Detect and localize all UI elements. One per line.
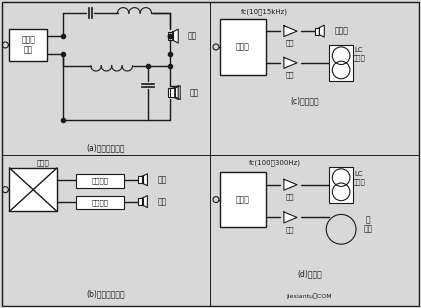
- Text: (d)超低音: (d)超低音: [297, 270, 322, 278]
- Text: LC: LC: [355, 47, 363, 53]
- Text: 超高音: 超高音: [334, 26, 348, 36]
- Bar: [220, 172, 266, 227]
- Polygon shape: [173, 86, 178, 99]
- Polygon shape: [284, 212, 297, 223]
- Text: 分频器: 分频器: [37, 160, 50, 166]
- Bar: [139, 198, 142, 205]
- Text: 低音: 低音: [189, 88, 199, 97]
- Text: 二分频: 二分频: [353, 178, 365, 185]
- Polygon shape: [284, 26, 297, 37]
- Text: (b)前级电子分频: (b)前级电子分频: [86, 289, 125, 298]
- Text: 高音功放: 高音功放: [91, 177, 108, 184]
- Polygon shape: [319, 25, 324, 37]
- Bar: [170, 88, 175, 97]
- Text: 功放: 功放: [285, 193, 294, 200]
- Polygon shape: [175, 86, 180, 99]
- Text: 低音: 低音: [158, 197, 167, 206]
- Polygon shape: [142, 174, 147, 186]
- Bar: [139, 176, 142, 183]
- Text: fc(100～300Hz): fc(100～300Hz): [248, 160, 301, 166]
- Text: 高音: 高音: [187, 32, 197, 41]
- Text: 功放: 功放: [285, 71, 294, 78]
- Polygon shape: [284, 179, 297, 190]
- Text: 功放: 功放: [285, 226, 294, 233]
- Text: (c)加超高音: (c)加超高音: [290, 96, 319, 105]
- Polygon shape: [284, 57, 297, 68]
- Text: jiexiantu．COM: jiexiantu．COM: [287, 294, 332, 299]
- Text: (a)后级功率分频: (a)后级功率分频: [86, 144, 125, 152]
- Text: 功放: 功放: [285, 40, 294, 46]
- Text: 全频带
功放: 全频带 功放: [21, 35, 35, 55]
- Bar: [329, 167, 353, 203]
- Polygon shape: [173, 29, 178, 43]
- Bar: [329, 45, 353, 81]
- Bar: [9, 29, 47, 61]
- Bar: [168, 32, 173, 40]
- Text: 分频器: 分频器: [236, 43, 250, 51]
- Text: 分频器: 分频器: [236, 195, 250, 204]
- Text: fc(10～15kHz): fc(10～15kHz): [241, 8, 288, 14]
- Bar: [9, 168, 57, 212]
- Text: 超: 超: [366, 215, 370, 224]
- Text: 低音功放: 低音功放: [91, 199, 108, 206]
- Bar: [315, 27, 319, 35]
- Text: 二分频: 二分频: [353, 55, 365, 61]
- Text: 低音: 低音: [363, 225, 373, 234]
- Bar: [220, 19, 266, 75]
- Bar: [168, 88, 173, 97]
- Text: LC: LC: [355, 171, 363, 177]
- Bar: [76, 174, 124, 188]
- Text: 高音: 高音: [158, 175, 167, 184]
- Bar: [76, 196, 124, 209]
- Polygon shape: [142, 196, 147, 208]
